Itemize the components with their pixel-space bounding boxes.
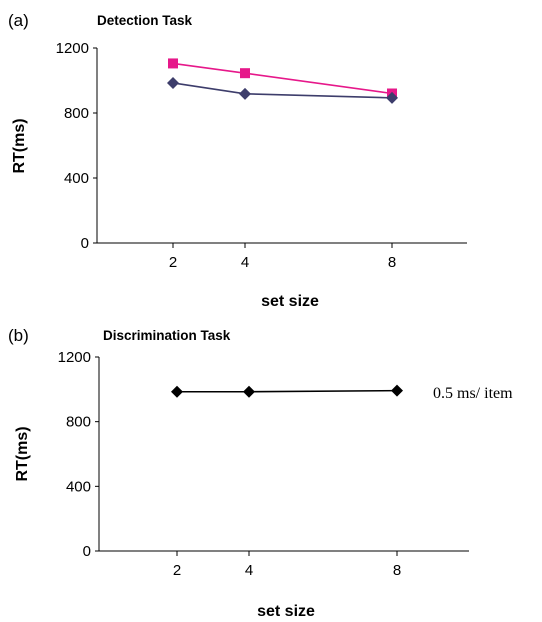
x-tick-label-a: 8 (388, 254, 396, 271)
panel-b-axes: 0 400 800 1200 2 4 8 (58, 349, 469, 579)
data-point-a-1 (386, 91, 398, 104)
panel-b-label: (b) (8, 326, 29, 345)
y-tick-label-a: 1200 (56, 40, 89, 57)
data-point-a-1 (239, 87, 251, 100)
panel-a-plot (167, 58, 398, 104)
panel-b-ylabel: RT(ms) (14, 426, 31, 481)
y-tick-label-b: 0 (83, 543, 91, 560)
data-point-b-0 (391, 384, 403, 397)
series-line-a-0 (172, 62, 393, 95)
panel-a-ylabel: RT(ms) (11, 118, 28, 173)
series-line-b-0 (177, 389, 398, 393)
chart-panel-a: (a) Detection Task RT(ms) set size 0 400 8… (8, 11, 467, 310)
x-tick-label-a: 2 (169, 254, 177, 271)
panel-a-axes: 0 400 800 1200 2 4 8 (56, 40, 467, 271)
data-point-a-0 (240, 68, 250, 79)
chart-panel-b: (b) Discrimination Task RT(ms) set size … (8, 326, 513, 620)
panel-b-xlabel: set size (257, 603, 315, 620)
x-tick-label-b: 8 (393, 562, 401, 579)
x-tick-label-b: 2 (173, 562, 181, 579)
series-line-a-1 (172, 82, 393, 99)
y-tick-label-b: 400 (66, 478, 91, 495)
data-point-b-0 (171, 385, 183, 398)
panel-b-plot (171, 384, 403, 398)
x-tick-label-b: 4 (245, 562, 253, 579)
y-tick-label-a: 800 (64, 105, 89, 122)
data-point-a-0 (168, 58, 178, 69)
y-tick-label-a: 0 (81, 235, 89, 252)
y-tick-label-b: 800 (66, 414, 91, 431)
panel-b-title: Discrimination Task (103, 328, 231, 343)
data-point-b-0 (243, 385, 255, 398)
y-tick-label-a: 400 (64, 170, 89, 187)
panel-b-annotation: 0.5 ms/ item (433, 385, 513, 402)
x-tick-label-a: 4 (241, 254, 249, 271)
y-tick-label-b: 1200 (58, 349, 91, 366)
panel-a-xlabel: set size (261, 293, 319, 310)
panel-a-label: (a) (8, 11, 29, 30)
panel-a-title: Detection Task (97, 13, 193, 28)
data-point-a-1 (167, 76, 179, 89)
